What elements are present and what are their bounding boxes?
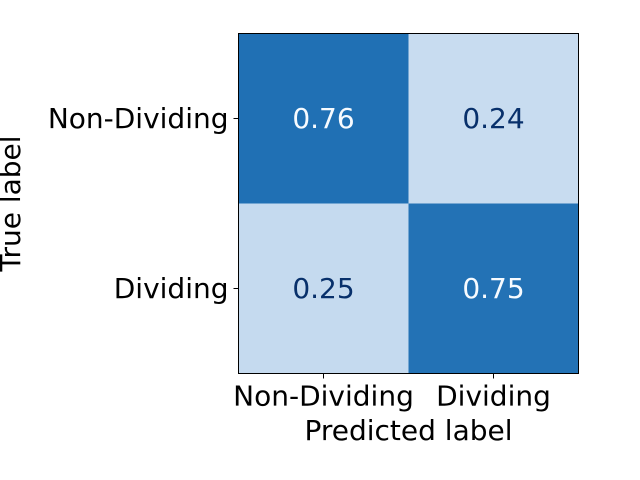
plot-frame [238,33,579,374]
heatmap-cell [238,203,409,374]
y-tick-label: Non-Dividing [48,102,229,135]
y-axis-label: True label [0,135,27,272]
heatmap-cell-labels: 0.76 0.24 0.25 0.75 [292,102,524,305]
heatmap-cell [238,33,409,204]
heatmap-cell [408,33,579,204]
cell-value-label: 0.24 [462,102,524,135]
y-tick-label: Dividing [114,272,229,305]
heatmap-cells [238,33,579,374]
cell-value-label: 0.75 [462,272,524,305]
x-tick-label: Dividing [436,380,551,413]
x-tick-label: Non-Dividing [233,380,414,413]
cell-value-label: 0.76 [292,102,354,135]
y-axis-ticks: Non-Dividing Dividing [48,102,239,305]
cell-value-label: 0.25 [292,272,354,305]
x-axis-ticks: Non-Dividing Dividing [233,373,551,413]
x-axis-label: Predicted label [304,414,512,447]
heatmap-cell [408,203,579,374]
